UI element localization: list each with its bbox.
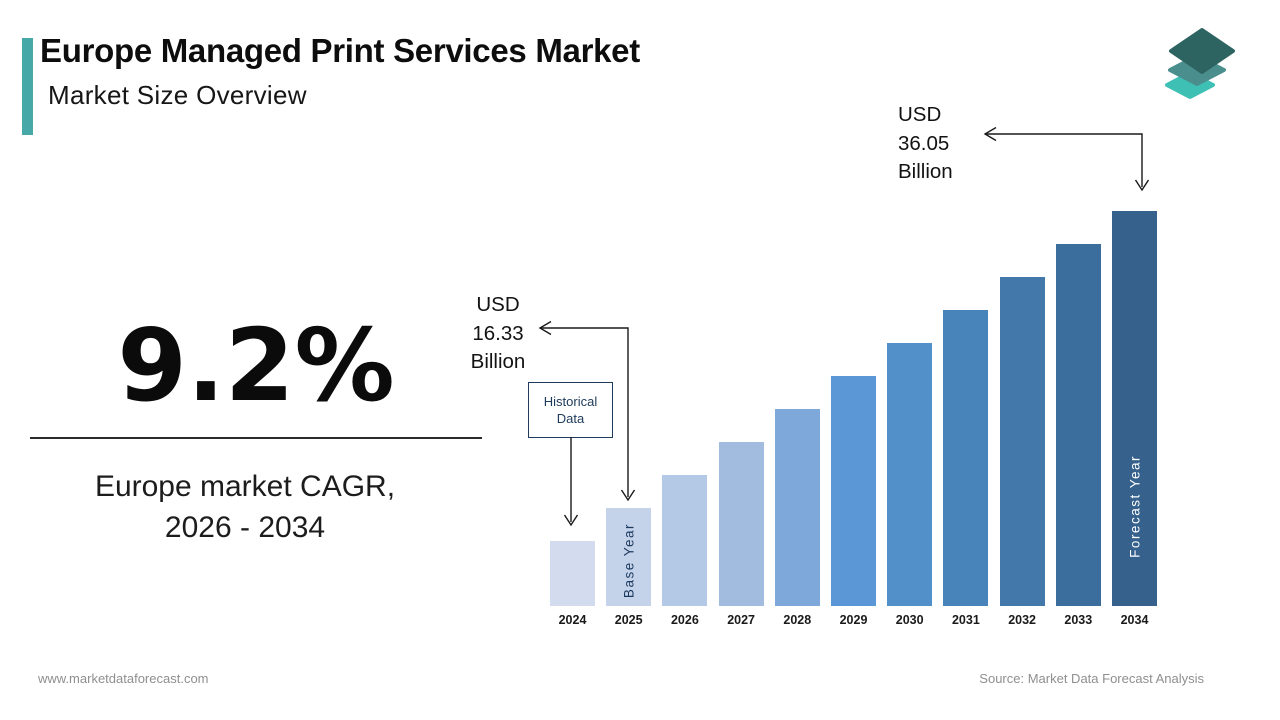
bar-2024 <box>550 541 595 606</box>
bar-2031 <box>943 310 989 606</box>
year-label-2028: 2028 <box>783 613 812 627</box>
historical-data-line2: Data <box>556 411 585 426</box>
bar-2033 <box>1055 244 1101 606</box>
footer-source: Source: Market Data Forecast Analysis <box>979 671 1204 686</box>
historical-arrowhead-down <box>563 514 579 527</box>
year-label-2029: 2029 <box>839 613 868 627</box>
bar-2028 <box>774 409 820 606</box>
year-label-2033: 2033 <box>1064 613 1093 627</box>
bar-2026 <box>662 475 708 606</box>
year-label-2026: 2026 <box>670 613 699 627</box>
forecast-arrowhead-down <box>1134 179 1150 192</box>
bar-2034: Forecast Year <box>1112 211 1157 606</box>
forecast-value-line2: 36.05 <box>898 131 950 155</box>
base-year-value-annotation: USD 16.33 Billion <box>446 291 550 377</box>
cagr-caption-line2: 2026 - 2034 <box>164 511 326 544</box>
base-year-value-line3: Billion <box>470 350 526 373</box>
bar-2027 <box>718 442 764 606</box>
forecast-value-line3: Billion <box>898 160 953 183</box>
footer-website: www.marketdataforecast.com <box>38 671 209 686</box>
title-accent-bar <box>22 38 33 135</box>
forecast-year-label: Forecast Year <box>1127 455 1142 558</box>
bar-2025: Base Year <box>606 508 652 606</box>
forecast-value-line1: USD <box>898 103 942 126</box>
forecast-arrow-line <box>985 133 1143 187</box>
historical-data-box: Historical Data <box>528 382 613 438</box>
cagr-caption: Europe market CAGR, 2026 - 2034 <box>8 466 482 548</box>
bar-2029 <box>831 376 876 606</box>
cagr-value: 9.2% <box>117 307 395 424</box>
base-year-arrowhead-down <box>620 489 636 502</box>
forecast-arrowhead-left <box>983 126 997 142</box>
bar-2032 <box>999 277 1045 606</box>
layers-logo-icon <box>1165 28 1235 99</box>
bar-2030 <box>887 343 933 606</box>
historical-data-line1: Historical <box>543 394 598 409</box>
year-label-2032: 2032 <box>1008 613 1036 627</box>
year-label-2034: 2034 <box>1120 613 1149 627</box>
page-subtitle: Market Size Overview <box>48 80 307 110</box>
year-label-2024: 2024 <box>558 613 587 627</box>
year-label-2031: 2031 <box>951 613 980 627</box>
base-year-value-line1: USD <box>476 293 520 316</box>
page-title: Europe Managed Print Services Market <box>40 32 640 69</box>
forecast-value-annotation: USD 36.05 Billion <box>898 101 953 187</box>
cagr-caption-line1: Europe market CAGR, <box>94 470 396 503</box>
year-label-2030: 2030 <box>895 613 924 627</box>
year-label-2027: 2027 <box>727 613 755 627</box>
stat-divider <box>30 437 482 439</box>
year-label-2025: 2025 <box>614 613 643 627</box>
base-year-value-line2: 16.33 <box>472 321 524 345</box>
base-year-label: Base Year <box>621 522 637 598</box>
